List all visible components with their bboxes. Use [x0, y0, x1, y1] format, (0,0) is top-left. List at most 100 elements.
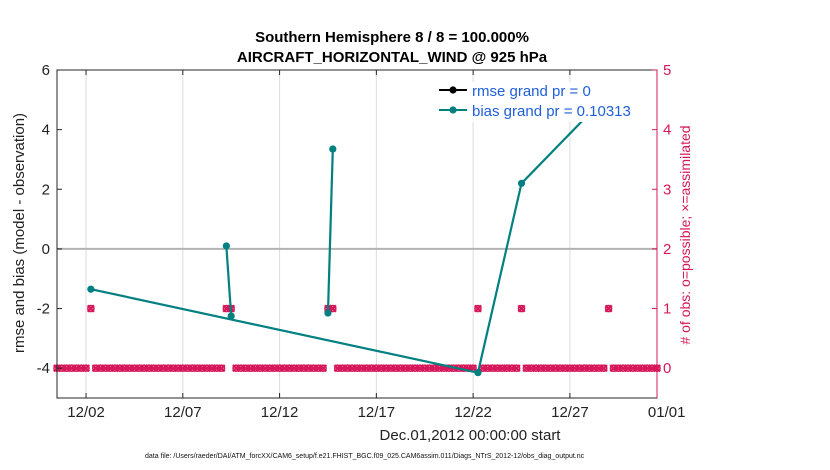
obs-o-marker [270, 364, 279, 372]
obs-o-marker [212, 364, 221, 372]
x-tick-label: 12/07 [164, 404, 202, 421]
obs-o-marker [111, 364, 119, 372]
y2-tick-label: 1 [663, 301, 671, 318]
obs-o-marker [604, 304, 613, 313]
obs-o-marker [377, 364, 385, 372]
obs-o-marker [367, 364, 376, 372]
obs-o-marker [522, 364, 531, 372]
obs-o-marker [527, 364, 535, 372]
obs-o-marker [503, 364, 511, 372]
bias-point [324, 309, 332, 317]
obs-o-marker [416, 364, 424, 372]
x-axis-label: Dec.01,2012 00:00:00 start [380, 427, 562, 444]
obs-o-marker [309, 364, 318, 372]
data-file-footer: data file: /Users/raeder/DAI/ATM_forcXX/… [145, 453, 585, 460]
obs-o-marker [72, 364, 81, 372]
y-tick-label: -2 [37, 301, 50, 318]
obs-o-marker [624, 364, 632, 372]
obs-o-marker [290, 364, 298, 372]
obs-marker [473, 304, 482, 313]
bias-point [227, 312, 235, 320]
y2-tick-label: 5 [663, 62, 671, 79]
obs-o-marker [483, 364, 492, 372]
obs-o-marker [425, 364, 434, 372]
obs-o-marker [256, 364, 265, 372]
obs-o-marker [208, 364, 216, 372]
obs-marker [319, 364, 328, 373]
obs-o-marker [140, 364, 148, 372]
obs-o-marker [396, 364, 405, 372]
obs-o-marker [580, 364, 589, 372]
obs-marker [604, 304, 613, 313]
obs-o-marker [179, 364, 187, 372]
obs-o-marker [488, 364, 497, 372]
obs-o-marker [314, 364, 323, 372]
obs-o-marker [198, 364, 206, 372]
obs-o-marker [329, 304, 337, 313]
obs-o-marker [532, 364, 540, 372]
obs-marker [217, 364, 226, 373]
obs-o-marker [430, 364, 439, 372]
obs-o-marker [285, 364, 294, 372]
obs-o-marker [599, 364, 608, 372]
obs-o-marker [193, 364, 202, 372]
obs-o-marker [348, 364, 356, 372]
obs-o-marker [106, 364, 115, 372]
obs-o-marker [561, 364, 569, 372]
obs-o-marker [570, 364, 579, 372]
obs-o-marker [638, 364, 647, 372]
bias-point [222, 242, 230, 250]
obs-o-marker [546, 364, 555, 372]
y2-tick-label: 2 [663, 241, 671, 258]
obs-o-marker [575, 364, 584, 372]
obs-o-marker [391, 364, 400, 372]
obs-o-marker [333, 364, 342, 372]
obs-o-marker [551, 364, 560, 372]
bias-point [87, 285, 95, 293]
obs-o-marker [517, 304, 526, 313]
obs-o-marker [246, 364, 255, 372]
obs-o-marker [183, 364, 192, 372]
obs-o-marker [251, 364, 260, 372]
obs-o-marker [169, 364, 177, 372]
legend-rmse-label: rmse grand pr = 0 [472, 83, 591, 100]
x-tick-label: 12/17 [358, 404, 396, 421]
obs-o-marker [275, 364, 284, 372]
obs-o-marker [125, 364, 134, 372]
y-tick-label: 6 [42, 62, 50, 79]
obs-o-marker [372, 364, 381, 372]
obs-o-marker [633, 364, 642, 372]
y-axis-ticks: -4 -2 0 2 4 6 [37, 62, 62, 377]
y2-axis-ticks: 0 1 2 3 4 5 [652, 62, 671, 398]
obs-o-marker [62, 364, 71, 372]
obs-o-marker [149, 364, 158, 372]
obs-o-marker [130, 364, 139, 372]
obs-o-marker [585, 364, 594, 372]
chart-title-line-1: Southern Hemisphere 8 / 8 = 100.000% [255, 29, 529, 46]
obs-o-marker [232, 364, 240, 372]
obs-o-marker [174, 364, 182, 372]
obs-o-marker [120, 364, 129, 372]
legend-rmse-marker [449, 86, 457, 94]
y-tick-label: 4 [42, 122, 50, 139]
obs-o-marker [280, 364, 289, 372]
obs-o-marker [629, 364, 637, 372]
x-tick-label: 12/27 [551, 404, 589, 421]
bias-line-segment [326, 148, 334, 314]
obs-o-marker [406, 364, 415, 372]
obs-o-marker [116, 364, 124, 372]
chart-title-line-2: AIRCRAFT_HORIZONTAL_WIND @ 925 hPa [237, 49, 548, 66]
obs-o-marker [188, 364, 197, 372]
obs-o-marker [445, 364, 453, 372]
bias-point [329, 145, 337, 153]
obs-o-marker [343, 364, 352, 372]
y2-tick-label: 0 [663, 360, 671, 377]
obs-o-marker [299, 364, 308, 372]
x-tick-label: 12/22 [454, 404, 492, 421]
obs-o-marker [401, 364, 410, 372]
obs-o-marker [609, 364, 618, 372]
legend-bias-marker [449, 106, 457, 114]
obs-marker [599, 364, 608, 373]
legend: rmse grand pr = 0 bias grand pr = 0.1031… [436, 82, 642, 122]
obs-o-marker [96, 364, 105, 372]
